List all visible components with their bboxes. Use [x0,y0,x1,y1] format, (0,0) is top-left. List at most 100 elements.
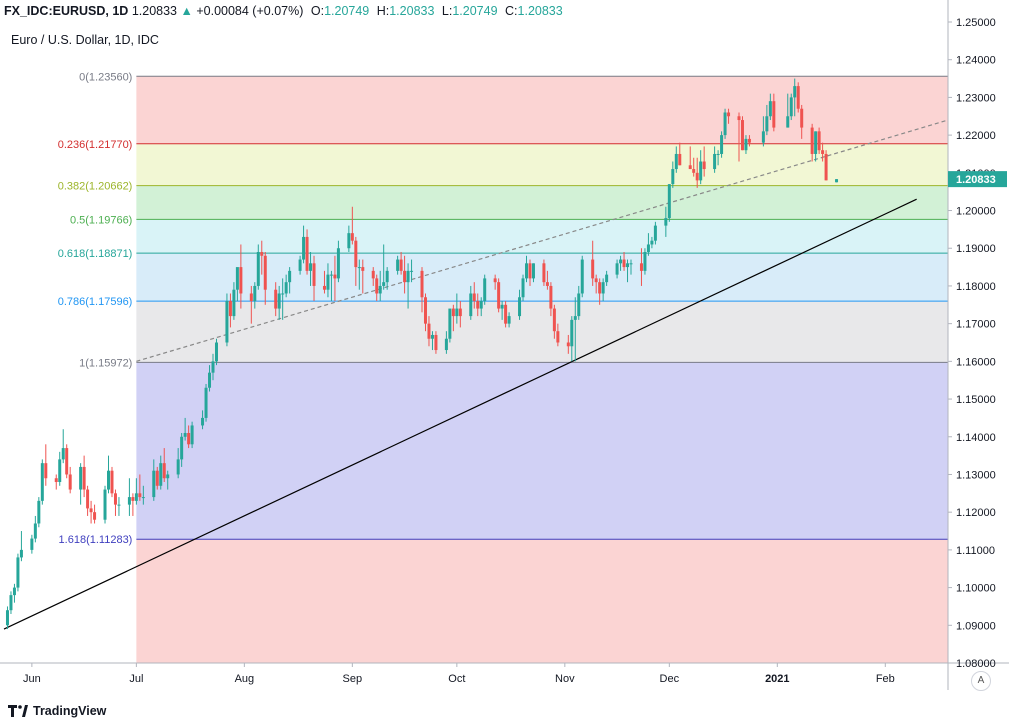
candle-body [458,308,462,317]
candle-body [16,557,20,588]
candle-body [103,489,107,520]
candle-body [54,478,58,483]
x-tick-label: 2021 [765,673,789,685]
candle-body [134,493,138,501]
symbol-header: FX_IDC:EURUSD, 1D 1.20833 ▲ +0.00084 (+0… [4,2,563,20]
candle-body [183,432,187,437]
candle-body [469,293,473,317]
candle-body [528,263,532,279]
x-tick-label: Aug [235,673,255,685]
tradingview-logo-icon [8,705,28,717]
candle-body [329,274,333,276]
fib-zone-0.382 [136,185,948,220]
candle-body [817,131,821,151]
candle-body [187,432,191,445]
candle-body [190,425,194,445]
candle-body [378,285,382,294]
y-tick-label: 1.25000 [956,17,996,29]
candle-body [615,263,619,275]
candle-body [208,372,212,388]
candle-body [211,361,215,373]
candle-body [284,282,288,294]
trendline-support [3,198,917,630]
candle-body [214,342,218,362]
candle-body [141,497,145,499]
candle-body [430,334,434,339]
high-label: H: [376,4,390,18]
fib-label-0.382: 0.382(1.20662) [58,181,133,193]
candle-body [166,474,170,479]
candle-body [664,218,668,226]
fib-retracement[interactable]: 0(1.23560) 0.236(1.21770) 0.382(1.20662) 0.… [58,71,948,663]
candle-body [727,112,731,117]
y-tick-label: 1.17000 [956,319,996,331]
candle-body [249,293,253,302]
candle-body [228,301,232,317]
candle-body [277,293,281,309]
tradingview-logo[interactable]: TradingView [8,704,106,718]
y-tick-label: 1.15000 [956,394,996,406]
candle-body [347,233,351,249]
fib-label-0.236: 0.236(1.21770) [58,139,133,151]
candle-body [577,293,581,317]
price-chart[interactable]: 0(1.23560) 0.236(1.21770) 0.382(1.20662) 0.… [0,0,1009,700]
candle-body [556,331,560,343]
candle-body [451,308,455,317]
candle-body [61,448,65,460]
candle-body [309,263,313,271]
candle-body [65,448,69,475]
candle-body [702,161,706,170]
candle-body [68,474,72,490]
open-value: 1.20749 [324,4,370,18]
candle-body [472,293,476,302]
symbol-name[interactable]: FX_IDC:EURUSD, 1D [4,4,129,18]
candle-body [58,459,62,483]
candle-body [350,233,354,241]
low-label: L: [441,4,453,18]
candle-body [434,334,438,351]
candle-body [525,263,529,279]
y-tick-label: 1.11000 [956,545,995,557]
candle-body [786,116,790,128]
fib-zone-1.618 [136,539,948,663]
candle-body [201,417,205,426]
candle-body [639,263,643,271]
candle-body [796,86,800,109]
candle-body [594,278,598,283]
trendlines[interactable] [3,119,949,630]
candle-body [30,538,34,550]
candle-body [420,270,424,298]
fib-label-0: 0(1.23560) [79,71,132,83]
auto-scale-button[interactable]: A [971,671,991,691]
candle-body [19,549,23,558]
y-tick-label: 1.22000 [956,130,996,142]
candle-body [305,236,309,271]
y-tick-label: 1.10000 [956,583,996,595]
candle-body [79,466,83,490]
high-value: 1.20833 [389,4,435,18]
fib-zone-0.618 [136,253,948,302]
candle-body [263,255,267,290]
candle-body [671,169,675,185]
candle-body [448,308,452,339]
candle-body [549,285,553,309]
candle-body [566,342,570,347]
last-price: 1.20833 [131,4,177,18]
candle-body [542,263,546,283]
candle-body [127,497,131,505]
candle-body [40,463,44,501]
candle-body [288,270,292,283]
candle-body [772,101,776,128]
candle-body [382,282,386,286]
close-label: C: [505,4,518,18]
candle-body [399,259,403,271]
candle-body [302,236,306,260]
y-tick-label: 1.18000 [956,281,996,293]
candle-body [521,278,525,298]
candle-body [180,436,184,460]
y-tick-label: 1.13000 [956,469,996,481]
up-triangle-icon: ▲ [180,4,193,18]
candle-body [713,153,717,170]
candle-body [281,293,285,295]
y-tick-label: 1.19000 [956,243,996,255]
